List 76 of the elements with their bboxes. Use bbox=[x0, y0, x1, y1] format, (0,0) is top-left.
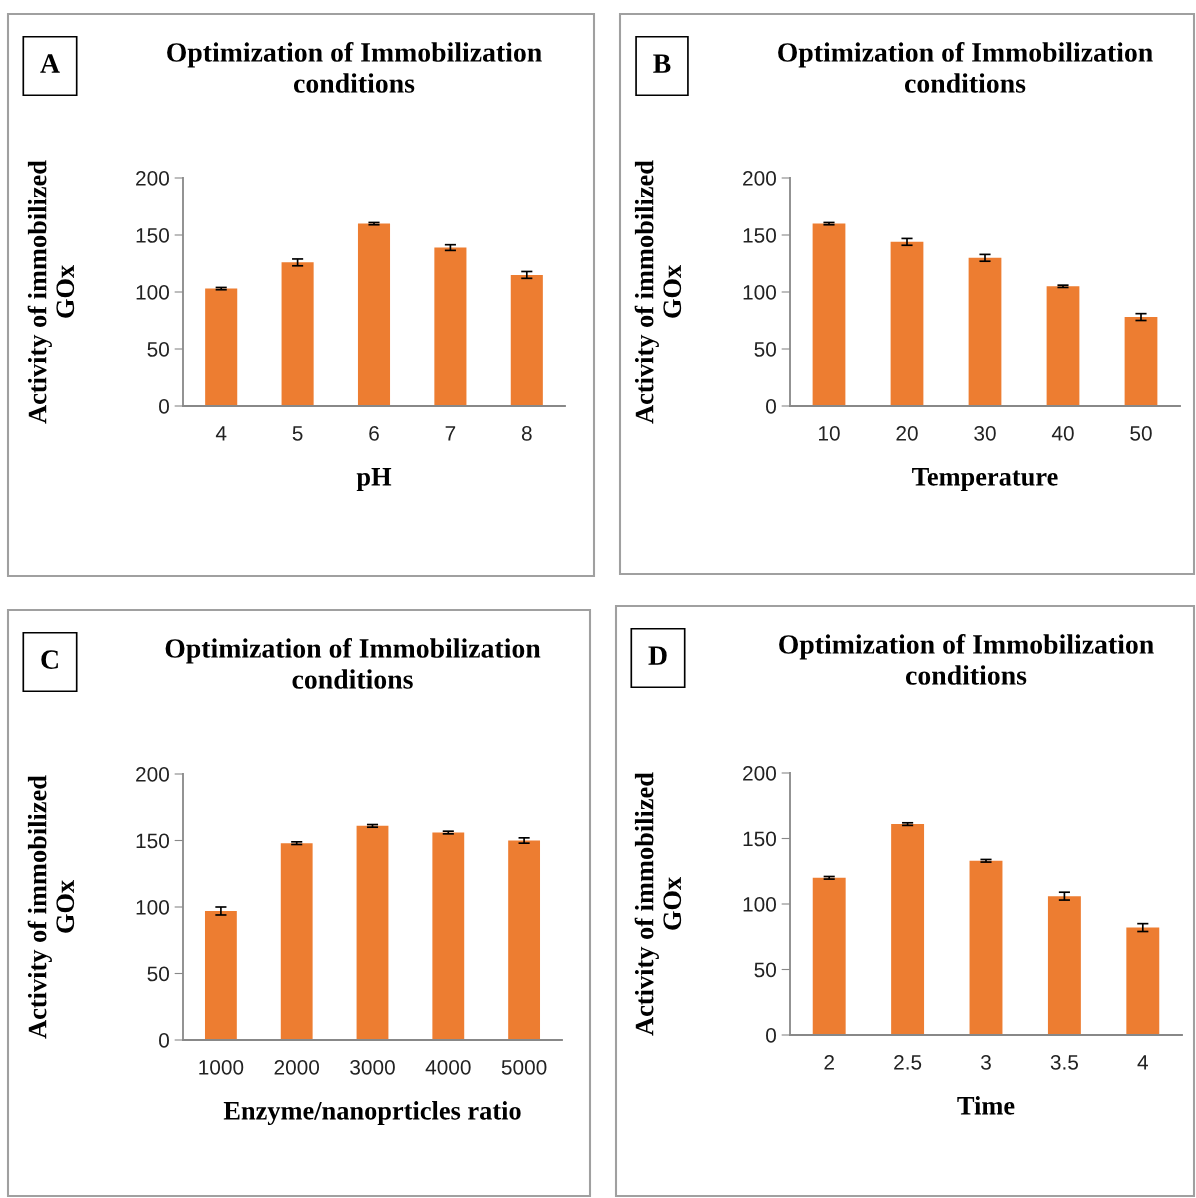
y-axis-title: Activity of immobilized GOx bbox=[27, 775, 75, 1039]
y-tick-label: 50 bbox=[754, 962, 776, 978]
x-axis-title: Time bbox=[957, 1096, 1015, 1115]
y-tick-label: 0 bbox=[766, 399, 776, 414]
text: C bbox=[41, 650, 58, 669]
x-tick-label: 50 bbox=[1130, 425, 1152, 441]
bar bbox=[508, 840, 541, 1040]
x-tick-label: 4 bbox=[215, 426, 227, 441]
bar bbox=[812, 877, 846, 1035]
bar bbox=[890, 241, 924, 406]
text: D bbox=[648, 646, 667, 665]
y-tick-label: 150 bbox=[743, 831, 776, 847]
y-tick-label: 150 bbox=[136, 228, 169, 243]
bar bbox=[1124, 317, 1158, 406]
y-tick-label: 150 bbox=[743, 228, 776, 243]
bar bbox=[812, 223, 846, 406]
bar bbox=[1047, 896, 1081, 1035]
text: A bbox=[40, 54, 60, 73]
y-tick-label: 50 bbox=[147, 966, 169, 982]
y-tick-label: 100 bbox=[136, 900, 169, 915]
chart-title: Optimization of Immobilization conditions bbox=[779, 634, 1154, 685]
bar bbox=[205, 288, 238, 406]
x-axis-title: pH bbox=[356, 468, 392, 492]
bar bbox=[356, 825, 389, 1040]
y-tick-label: 100 bbox=[743, 285, 776, 300]
y-tick-label: 150 bbox=[136, 833, 169, 849]
y-axis-title: Activity of immobilized GOx bbox=[634, 160, 682, 424]
x-tick-label: 5 bbox=[292, 426, 303, 441]
x-tick-label: 5000 bbox=[501, 1059, 547, 1075]
x-tick-label: 20 bbox=[896, 425, 918, 441]
x-tick-label: 2000 bbox=[274, 1059, 320, 1075]
x-tick-label: 6 bbox=[369, 425, 379, 441]
x-tick-label: 3.5 bbox=[1050, 1054, 1079, 1070]
y-tick-label: 0 bbox=[159, 1033, 169, 1048]
y-tick-label: 200 bbox=[136, 767, 169, 782]
x-tick-label: 4 bbox=[1137, 1055, 1148, 1070]
y-tick-label: 100 bbox=[743, 897, 776, 912]
bar bbox=[969, 860, 1003, 1035]
x-tick-label: 3 bbox=[981, 1054, 991, 1070]
y-axis-title: Activity of immobilized GOx bbox=[27, 160, 75, 424]
x-tick-label: 3000 bbox=[350, 1059, 395, 1075]
x-tick-label: 7 bbox=[445, 426, 456, 441]
y-tick-label: 0 bbox=[159, 399, 169, 414]
y-tick-label: 200 bbox=[743, 766, 776, 781]
x-tick-label: 2 bbox=[824, 1054, 834, 1070]
bar bbox=[968, 257, 1002, 406]
chart-title: Optimization of Immobilization conditions bbox=[778, 42, 1153, 93]
text: B bbox=[653, 54, 671, 73]
y-tick-label: 100 bbox=[136, 285, 169, 300]
y-axis-title: Activity of immobilized GOx bbox=[634, 772, 682, 1036]
bar bbox=[1046, 286, 1080, 406]
bar bbox=[280, 843, 313, 1040]
bar bbox=[357, 223, 391, 406]
bar bbox=[891, 824, 925, 1035]
x-axis-title: Enzyme/nanoprticles ratio bbox=[223, 1101, 521, 1126]
x-tick-label: 2.5 bbox=[894, 1054, 922, 1070]
bar bbox=[510, 274, 543, 406]
bar bbox=[281, 262, 314, 406]
y-tick-label: 50 bbox=[147, 342, 169, 357]
y-tick-label: 0 bbox=[766, 1028, 776, 1043]
y-tick-label: 50 bbox=[754, 342, 776, 357]
x-tick-label: 40 bbox=[1051, 425, 1074, 441]
x-tick-label: 1000 bbox=[199, 1059, 244, 1075]
bar bbox=[434, 247, 467, 406]
chart-title: Optimization of Immobilization conditions bbox=[167, 42, 542, 93]
bar bbox=[1126, 927, 1160, 1035]
y-tick-label: 200 bbox=[743, 171, 776, 186]
x-tick-label: 10 bbox=[819, 425, 840, 441]
x-tick-label: 4000 bbox=[425, 1059, 471, 1075]
x-tick-label: 8 bbox=[521, 425, 532, 441]
x-tick-label: 30 bbox=[974, 425, 996, 441]
bar bbox=[432, 832, 465, 1040]
chart-title: Optimization of Immobilization conditions bbox=[165, 638, 541, 689]
x-axis-title: Temperature bbox=[912, 468, 1058, 492]
bar bbox=[204, 910, 237, 1040]
y-tick-label: 200 bbox=[136, 171, 169, 186]
